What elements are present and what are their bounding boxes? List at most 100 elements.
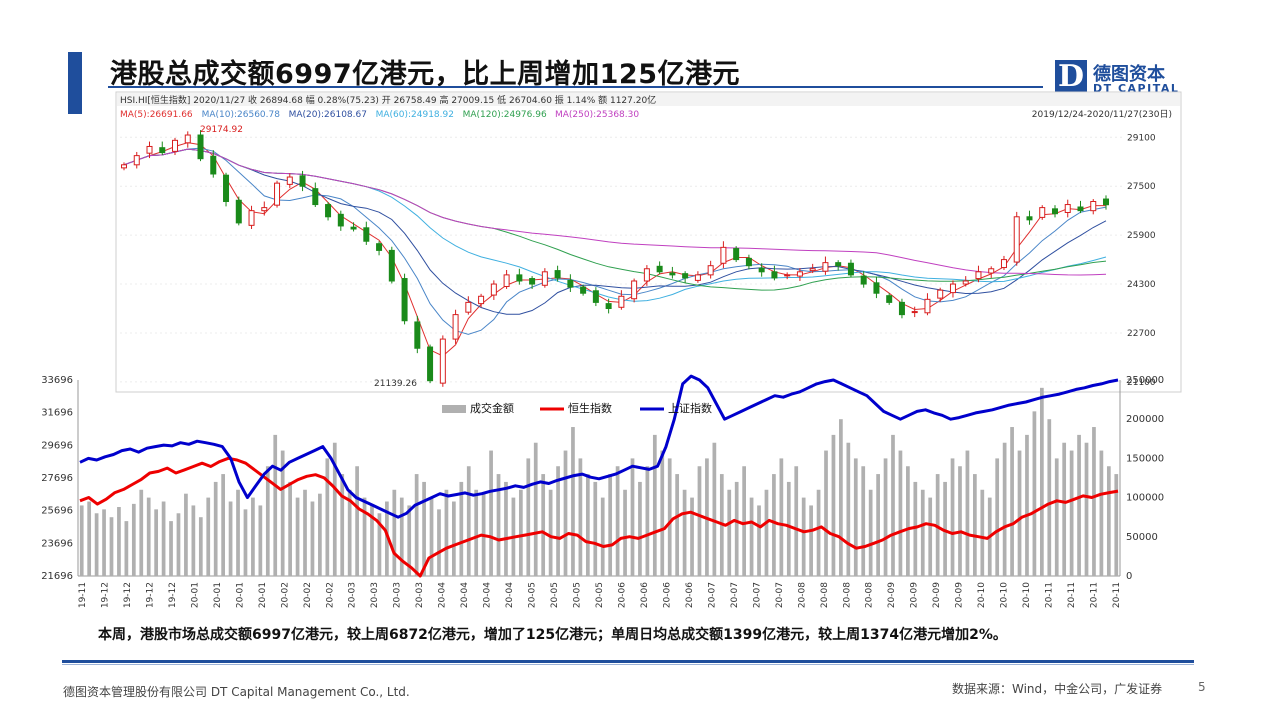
vchart-x-label: 20-03 [348, 582, 358, 608]
candle-body [682, 273, 689, 279]
vchart-x-label: 19-12 [145, 582, 155, 608]
turnover-bar [191, 505, 196, 576]
vchart-x-label: 20-08 [842, 582, 852, 608]
candle-body [924, 298, 931, 314]
vchart-x-label: 20-08 [820, 582, 830, 608]
vchart-x-labels: 19-11 19-12 19-12 19-12 19-12 20-01 20-01 20-01… [78, 582, 1122, 608]
turnover-bar [518, 489, 523, 576]
turnover-bar [861, 466, 866, 576]
vchart-right-ticks: 250000 200000 150000 100000 50000 0 [1126, 375, 1164, 582]
moving-average-line [123, 147, 1107, 335]
turnover-bar [801, 497, 806, 576]
turnover-bar [146, 497, 151, 576]
turnover-bar [764, 489, 769, 576]
candle-body [847, 262, 854, 276]
turnover-bar [615, 466, 620, 576]
ma-legend-item: MA(20):26108.67 [289, 110, 367, 120]
candle-body [261, 207, 268, 212]
candle-body [388, 249, 395, 282]
turnover-bar [526, 458, 531, 576]
legend-label-hsi: 恒生指数 [568, 401, 612, 415]
turnover-bar [228, 501, 233, 576]
vchart-x-label: 20-09 [910, 582, 920, 608]
turnover-bar [913, 481, 918, 576]
vchart-x-label: 20-11 [1045, 582, 1055, 608]
turnover-index-chart: 33696 31696 29696 27696 25696 23696 21696 2500… [41, 374, 1164, 608]
vchart-x-label: 20-03 [393, 582, 403, 608]
vchart-x-label: 20-08 [865, 582, 875, 608]
candle-body [414, 321, 421, 349]
candle-body [656, 265, 663, 273]
turnover-bar [853, 458, 858, 576]
turnover-bar [533, 442, 538, 576]
turnover-bar [466, 466, 471, 576]
candle-body [529, 278, 536, 285]
candle-body [197, 134, 204, 160]
ma-legend: MA(5):26691.66 MA(10):26560.78 MA(20):2610… [120, 110, 639, 120]
turnover-bar [414, 474, 419, 576]
candle-body [554, 270, 561, 279]
turnover-bar [1010, 427, 1014, 576]
vchart-left-tick: 25696 [41, 506, 73, 517]
turnover-bar [623, 489, 627, 576]
turnover-bar [154, 509, 159, 576]
candle-body [350, 226, 357, 230]
turnover-bar [727, 489, 732, 576]
vchart-x-label: 20-06 [662, 582, 672, 608]
candle-body [733, 248, 740, 261]
vchart-x-label: 20-06 [685, 582, 695, 608]
vchart-right-tick: 200000 [1126, 414, 1164, 425]
turnover-bar [459, 481, 464, 576]
turnover-bar [600, 497, 605, 576]
ma-legend-item: MA(60):24918.92 [376, 110, 454, 120]
turnover-bar [474, 489, 479, 576]
vchart-x-label: 20-01 [190, 582, 200, 608]
candle-body [962, 280, 969, 285]
turnover-bar [340, 474, 345, 576]
turnover-bar [883, 458, 888, 576]
turnover-bar [213, 481, 218, 576]
turnover-bar [243, 509, 248, 576]
turnover-bar [1054, 458, 1059, 576]
candle-body [516, 274, 523, 282]
vchart-left-tick: 31696 [41, 408, 73, 419]
turnover-bar [958, 466, 962, 576]
turnover-bar [198, 517, 203, 576]
turnover-bar [161, 501, 166, 576]
turnover-bar [891, 434, 895, 576]
turnover-bars [79, 387, 1119, 576]
candle-body [478, 295, 485, 305]
candle-body [541, 271, 548, 286]
turnover-bar [645, 466, 650, 576]
candle-body [949, 283, 956, 294]
vchart-x-label: 20-09 [955, 582, 965, 608]
vchart-right-tick: 150000 [1126, 453, 1164, 464]
vchart-x-label: 20-04 [505, 582, 515, 608]
vchart-right-tick: 0 [1126, 571, 1132, 582]
turnover-bar [347, 489, 352, 576]
vchart-x-label: 20-10 [1022, 582, 1032, 608]
candle-body [745, 257, 752, 267]
candle-body [146, 145, 153, 154]
turnover-bar [749, 497, 754, 576]
candle-body [1103, 198, 1109, 206]
turnover-bar [1084, 442, 1089, 576]
candle-body [1090, 200, 1097, 212]
candle-body [988, 268, 995, 274]
candle-body [643, 268, 650, 282]
kchart-header-bg [117, 93, 1180, 106]
hsi-line [79, 456, 1119, 578]
turnover-bar [102, 509, 106, 576]
vchart-right-tick: 100000 [1126, 493, 1164, 504]
candle-body [490, 283, 497, 296]
candle-body [439, 338, 446, 384]
ma-legend-item: MA(10):26560.78 [202, 110, 281, 120]
candle-body [631, 280, 638, 300]
turnover-bar [429, 497, 434, 576]
turnover-bar [422, 481, 426, 576]
candle-body [618, 295, 625, 308]
vchart-x-label: 20-04 [438, 582, 448, 608]
turnover-bar [1114, 474, 1119, 576]
logo-mark: D [1055, 60, 1087, 94]
candle-body [1077, 206, 1084, 212]
